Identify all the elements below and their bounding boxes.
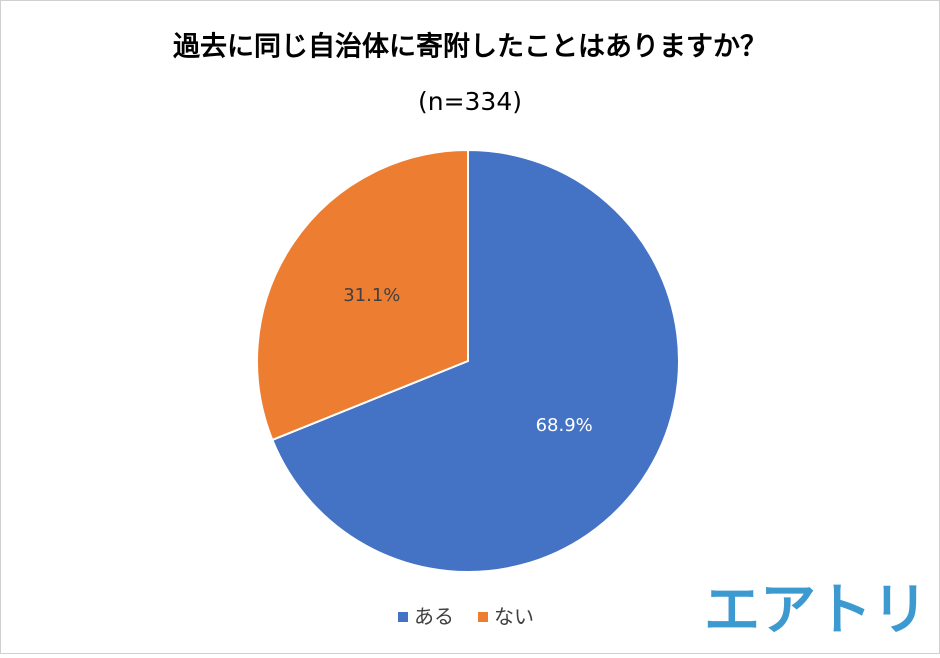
legend-label: ある	[414, 605, 454, 629]
chart-subtitle: (n=334)	[418, 87, 522, 116]
legend-swatch	[398, 612, 408, 622]
logo: エアトリ	[704, 578, 928, 643]
legend-swatch	[478, 612, 488, 622]
pie-slice	[256, 148, 469, 442]
data-label: 68.9%	[536, 415, 593, 436]
chart-title: 過去に同じ自治体に寄附したことはありますか？	[173, 31, 767, 63]
data-label: 31.1%	[343, 285, 400, 306]
pie-slice	[271, 148, 680, 573]
legend-label: ない	[494, 605, 534, 629]
